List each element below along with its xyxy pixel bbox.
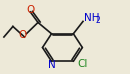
- Text: O: O: [27, 5, 35, 15]
- Text: N: N: [48, 60, 55, 70]
- Text: Cl: Cl: [78, 59, 88, 69]
- Text: NH: NH: [84, 13, 99, 23]
- Text: 2: 2: [96, 16, 101, 25]
- Text: O: O: [18, 30, 27, 40]
